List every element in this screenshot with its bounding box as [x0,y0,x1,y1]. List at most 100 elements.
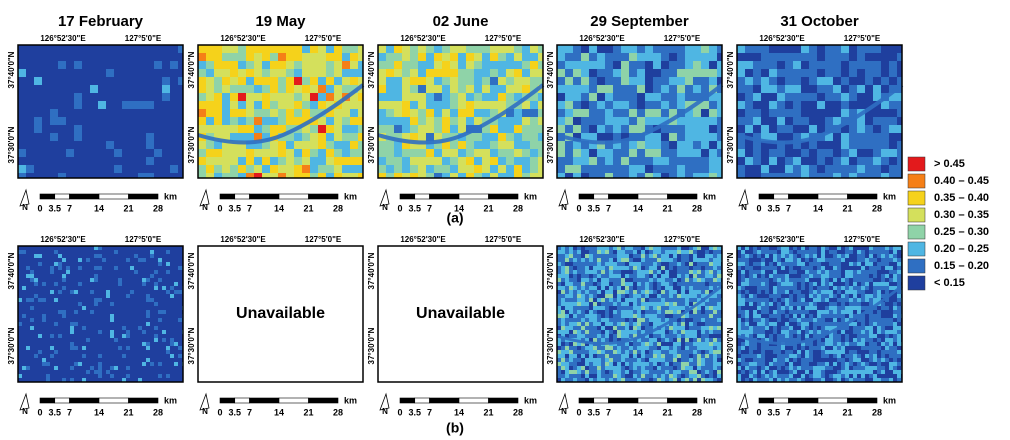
map-cell [134,254,138,258]
map-cell [589,334,593,338]
map-cell [106,85,114,93]
map-cell [450,109,458,117]
map-cell [450,125,458,133]
map-cell [530,101,538,109]
map-cell [597,318,601,322]
map-cell [745,250,749,254]
map-cell [150,262,154,266]
map-cell [677,354,681,358]
map-cell [881,69,889,77]
map-cell [649,366,653,370]
map-cell [857,157,865,165]
map-cell [318,141,326,149]
map-cell [154,358,158,362]
map-cell [701,117,709,125]
map-cell [110,254,114,258]
map-cell [745,45,753,53]
map-cell [86,258,90,262]
map-cell [629,125,637,133]
map-cell [86,362,90,366]
map-cell [178,326,182,330]
lon-label: 126°52'30"E [220,34,266,43]
map-cell [154,85,162,93]
map-cell [146,274,150,278]
map-cell [793,53,801,61]
map-cell [58,282,62,286]
scale-segment [594,398,609,403]
map-cell [561,330,565,334]
map-cell [681,282,685,286]
map-cell [661,330,665,334]
map-cell [685,117,693,125]
map-cell [74,274,78,278]
map-cell [514,109,522,117]
map-cell [793,250,797,254]
map-cell [709,338,713,342]
map-cell [222,77,230,85]
map-cell [294,117,302,125]
map-cell [565,157,573,165]
map-cell [42,322,46,326]
map-cell [585,330,589,334]
map-cell [849,141,857,149]
map-cell [70,258,74,262]
scale-unit: km [883,191,896,201]
map-cell [62,374,66,378]
map-cell [102,322,106,326]
map-cell [42,149,50,157]
map-cell [801,69,809,77]
map-cell [669,366,673,370]
map-cell [613,290,617,294]
map-cell [573,165,581,173]
map-cell [146,117,154,125]
map-cell [581,334,585,338]
map-cell [58,85,66,93]
map-cell [58,61,66,69]
map-cell [26,274,30,278]
map-cell [58,141,66,149]
map-cell [881,250,885,254]
map-cell [833,149,841,157]
map-cell [78,354,82,358]
map-cell [522,157,530,165]
map-cell [589,125,597,133]
map-cell [410,109,418,117]
map-cell [114,282,118,286]
map-cell [565,306,569,310]
map-cell [386,69,394,77]
scale-segment [235,194,250,199]
map-cell [74,262,78,266]
map-cell [62,306,66,310]
map-cell [565,366,569,370]
map-cell [685,85,693,93]
map-cell [166,346,170,350]
map-cell [110,358,114,362]
map-cell [82,117,90,125]
map-cell [66,258,70,262]
map-cell [286,53,294,61]
map-cell [701,286,705,290]
map-cell [42,133,50,141]
map-cell [26,93,34,101]
map-cell [142,262,146,266]
map-cell [426,53,434,61]
map-cell [601,362,605,366]
map-cell [294,53,302,61]
map-cell [134,330,138,334]
map-cell [170,282,174,286]
map-cell [118,258,122,262]
scale-segment [668,194,698,199]
map-cell [677,326,681,330]
map-cell [737,125,745,133]
map-cell [74,346,78,350]
map-cell [138,117,146,125]
map-cell [693,346,697,350]
map-cell [641,370,645,374]
map-cell [134,370,138,374]
map-cell [214,93,222,101]
map-cell [597,274,601,278]
map-cell [54,294,58,298]
map-cell [561,290,565,294]
map-cell [442,125,450,133]
map-cell [697,374,701,378]
